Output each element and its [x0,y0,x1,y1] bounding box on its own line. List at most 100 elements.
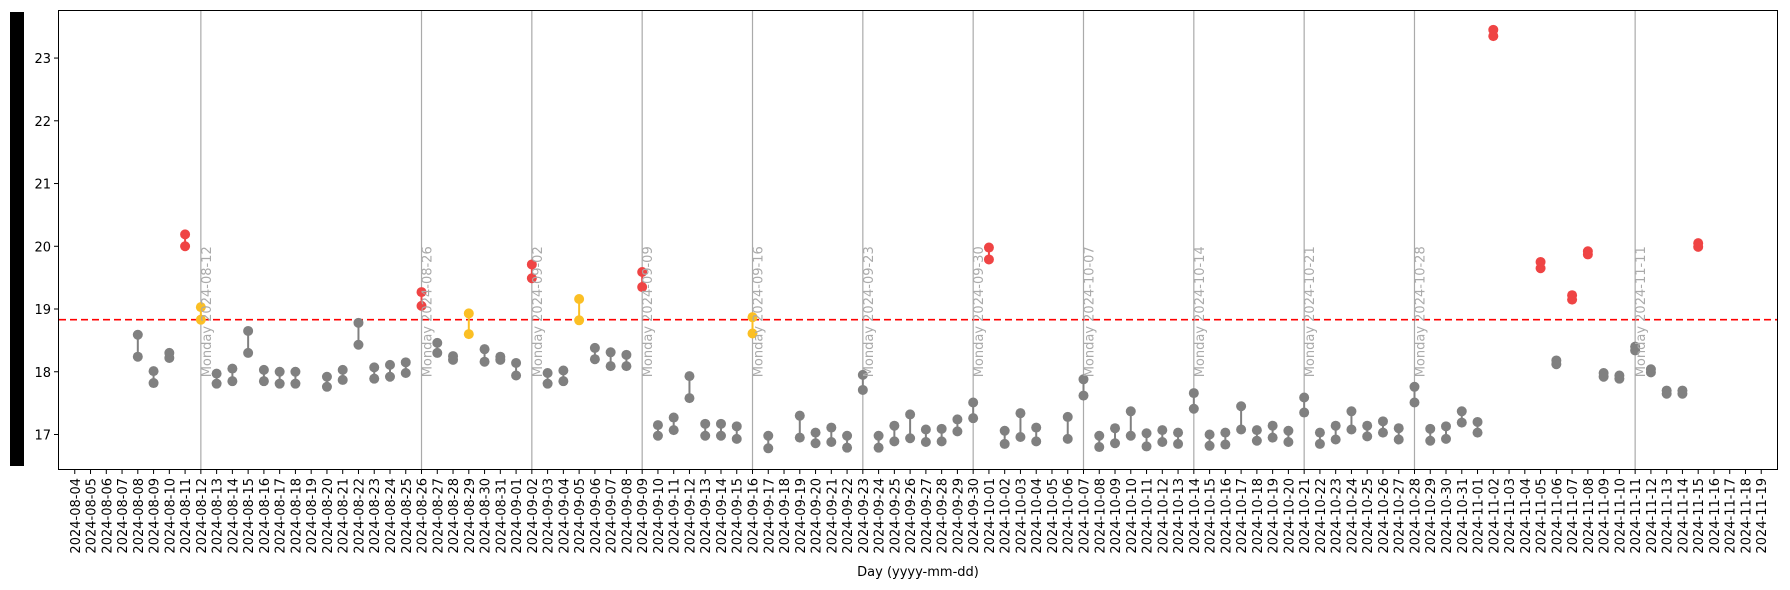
x-tick-label: 2024-11-04 [1519,478,1534,554]
point-high [605,347,616,358]
point-high [826,422,837,433]
x-tick-label: 2024-10-11 [1141,478,1156,554]
point-high [542,368,553,379]
x-tick-label: 2024-10-27 [1393,478,1408,554]
x-tick-label: 2024-09-17 [762,478,777,554]
point-high [905,409,916,420]
point-low [621,361,632,372]
point-low [1236,424,1247,435]
x-tick-label: 2024-10-14 [1188,478,1203,554]
point-low [243,347,254,358]
point-high [983,242,994,253]
point-high [999,425,1010,436]
point-low [652,430,663,441]
y-tick-label: 18 [34,366,51,381]
x-tick-label: 2024-09-15 [731,478,746,554]
x-tick-label: 2024-09-06 [589,478,604,554]
x-axis-label: Day (yyyy-mm-dd) [857,565,979,580]
point-high [1251,425,1262,436]
point-high [1693,238,1704,249]
point-low [463,329,474,340]
dumbbell-points [132,24,1704,454]
x-tick-label: 2024-08-08 [132,478,147,554]
x-tick-label: 2024-09-12 [683,478,698,554]
x-tick-label: 2024-11-13 [1661,478,1676,554]
point-low [1251,435,1262,446]
point-high [1078,374,1089,385]
point-high [1567,290,1578,301]
point-low [148,378,159,389]
x-tick-label: 2024-10-01 [983,478,998,554]
x-tick-label: 2024-11-11 [1629,478,1644,554]
point-high [227,363,238,374]
x-tick-label: 2024-10-23 [1330,478,1345,554]
point-low [794,432,805,443]
point-low [526,273,537,284]
point-high [1551,355,1562,366]
point-high [842,430,853,441]
y-axis: 17 18 19 20 21 22 23 [34,52,59,443]
y-tick-label: 19 [34,303,51,318]
point-low [479,356,490,367]
point-high [936,423,947,434]
point-high [1094,430,1105,441]
point-low [857,384,868,395]
x-tick-label: 2024-08-10 [163,478,178,554]
x-tick-label: 2024-11-14 [1676,478,1691,554]
monday-labels: Monday 2024-08-12 Monday 2024-08-26 Monday… [200,246,1649,377]
point-high [1582,246,1593,257]
point-high [1204,429,1215,440]
point-low [700,430,711,441]
point-high [1425,423,1436,434]
point-high [1173,427,1184,438]
x-tick-label: 2024-11-02 [1487,478,1502,554]
point-low [715,430,726,441]
point-high [353,317,364,328]
point-high [1409,381,1420,392]
point-high [747,312,758,323]
point-low [1125,430,1136,441]
point-high [1598,368,1609,379]
x-tick-label: 2024-08-14 [226,478,241,554]
point-low [1456,417,1467,428]
point-low [1267,432,1278,443]
monday-label: Monday 2024-11-11 [1634,246,1649,377]
point-low [1393,434,1404,445]
point-low [1078,390,1089,401]
x-tick-label: 2024-10-07 [1077,478,1092,554]
point-low [1220,439,1231,450]
x-tick-label: 2024-09-28 [936,478,951,554]
point-high [1125,406,1136,417]
point-high [321,371,332,382]
point-high [1314,427,1325,438]
x-tick-label: 2024-11-03 [1503,478,1518,554]
point-low [574,315,585,326]
monday-label: Monday 2024-09-16 [752,246,767,377]
x-tick-label: 2024-08-13 [211,478,226,554]
x-tick-label: 2024-08-04 [69,478,84,554]
point-low [432,347,443,358]
point-low [1188,403,1199,414]
x-tick-label: 2024-09-24 [873,478,888,554]
x-tick-label: 2024-10-16 [1219,478,1234,554]
x-tick-label: 2024-09-16 [747,478,762,554]
point-low [1094,442,1105,453]
x-tick-label: 2024-09-10 [652,478,667,554]
x-tick-label: 2024-09-22 [841,478,856,554]
point-high [369,362,380,373]
point-low [1346,424,1357,435]
monday-label: Monday 2024-10-07 [1082,246,1097,377]
point-high [684,371,695,382]
point-high [558,365,569,376]
monday-label: Monday 2024-09-23 [862,246,877,377]
point-low [1204,440,1215,451]
x-tick-label: 2024-11-08 [1582,478,1597,554]
point-high [384,359,395,370]
x-tick-label: 2024-08-09 [148,478,163,554]
x-tick-label: 2024-10-22 [1314,478,1329,554]
point-low [211,378,222,389]
x-tick-label: 2024-11-10 [1613,478,1628,554]
point-high [857,369,868,380]
point-high [132,329,143,340]
x-tick-label: 2024-08-28 [447,478,462,554]
